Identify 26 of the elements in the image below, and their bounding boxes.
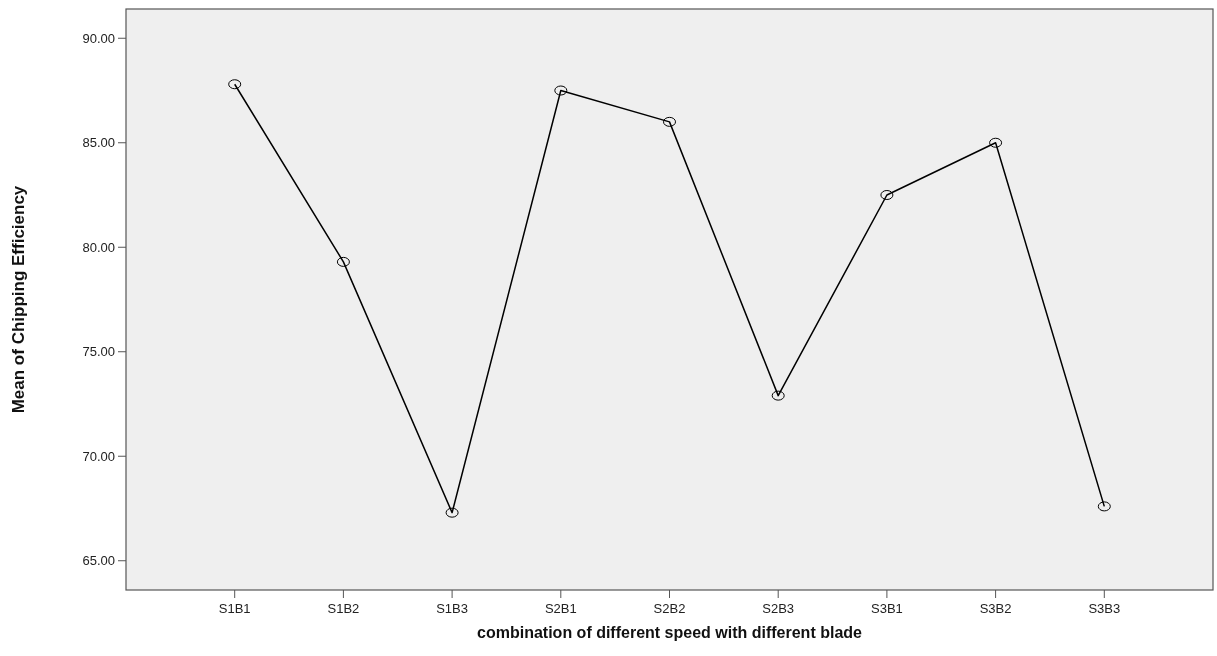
point — [771, 390, 785, 401]
y-tick-label: 80.00 — [82, 239, 115, 255]
x-tick-label: S3B2 — [979, 601, 1012, 616]
point — [445, 507, 459, 518]
x-tick-label: S1B2 — [327, 601, 360, 616]
x-tick-label: S1B3 — [436, 601, 469, 616]
point — [1097, 501, 1111, 512]
x-tick-label: S2B2 — [653, 601, 686, 616]
point — [336, 256, 350, 267]
x-tick-label: S1B1 — [218, 601, 251, 616]
x-axis-title: combination of different speed with different blade — [477, 624, 863, 641]
y-tick-label: 90.00 — [82, 30, 115, 46]
point — [228, 79, 242, 90]
x-tick-label: S2B1 — [544, 601, 577, 616]
point — [554, 85, 568, 96]
point — [989, 137, 1003, 148]
y-tick-label: 85.00 — [82, 135, 115, 151]
y-axis-title: Mean of Chipping Efficiency — [9, 185, 28, 414]
point — [880, 190, 894, 200]
y-tick-label: 65.00 — [82, 553, 115, 569]
point — [663, 116, 676, 127]
y-tick-label: 70.00 — [82, 448, 115, 464]
x-tick-label: S2B3 — [762, 601, 795, 616]
x-tick-label: S3B3 — [1088, 601, 1121, 616]
y-tick-label: 75.00 — [82, 344, 115, 360]
x-tick-label: S3B1 — [870, 601, 903, 616]
